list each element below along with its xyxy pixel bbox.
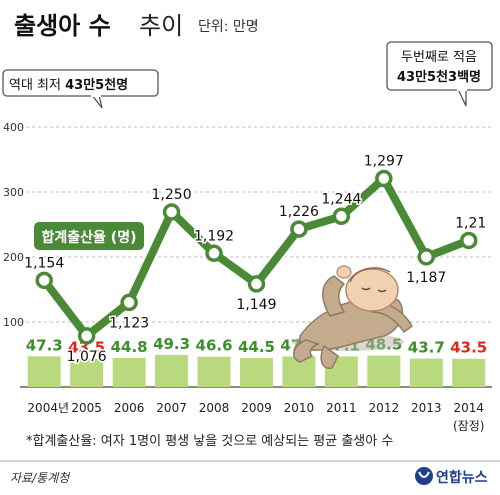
bar-value-label: 44.5: [238, 338, 275, 356]
bar-value-label: 43.5: [450, 339, 487, 357]
bar-value-label: 46.6: [196, 337, 233, 355]
line-value-label: 1,244: [321, 191, 361, 207]
line-points: [35, 169, 478, 345]
title-light: 추이: [139, 12, 183, 40]
x-tick-label: 2013: [411, 401, 442, 415]
baby-illustration: [292, 265, 413, 369]
line-labels: 1,154 1,076 1,123 1,250 1,192 1,149 1,2261,244…: [23, 152, 488, 366]
line-point: [162, 203, 181, 221]
line-value-label: 1,187: [406, 270, 446, 286]
callout-second-line1: 두번째로 적음: [401, 50, 477, 65]
bar-value-label: 43.5: [68, 339, 105, 357]
line-point: [332, 207, 351, 226]
y-tick-label: 300: [3, 186, 24, 199]
bar: [239, 358, 273, 387]
callout-second-lowest: 두번째로 적음 43만5천3백명: [386, 41, 493, 107]
y-tick-label: 100: [3, 316, 24, 329]
line-value-label: 1,297: [364, 154, 404, 170]
line-point: [375, 169, 393, 188]
bar-value-label: 49.3: [153, 335, 190, 353]
line-value-label: 1,226: [279, 204, 319, 220]
line-value-label: 1,154: [24, 255, 64, 271]
x-axis: 2004년 2005 2006 2007 2008 2009 2010 2011 2012 201…: [27, 401, 484, 433]
line-value-label: 1,192: [194, 228, 234, 244]
bar: [27, 356, 61, 387]
line-point: [417, 248, 436, 266]
footnote: *합계출산율: 여자 1명이 평생 낳을 것으로 예상되는 평균 출생아 수: [26, 434, 393, 449]
y-tick-label: 400: [3, 121, 24, 134]
line-value-label: 1,123: [109, 315, 149, 331]
line-value-label: 1,076: [67, 349, 107, 365]
line-point: [120, 293, 138, 312]
title-bold: 출생아 수: [14, 12, 111, 40]
x-tick-label: 2014: [453, 401, 484, 415]
line-point: [77, 327, 96, 345]
logo-text: 연합뉴스: [436, 469, 488, 486]
line-value-label: 1,21: [455, 215, 486, 231]
x-tick-label: 2009: [241, 401, 272, 415]
line-point: [35, 271, 53, 290]
bar-value-label: 44.8: [111, 338, 148, 356]
unit-label: 단위: 만명: [198, 19, 259, 35]
bar: [197, 356, 231, 387]
line-point: [247, 275, 266, 293]
bar: [367, 355, 401, 387]
line-label-box: [34, 222, 144, 250]
y-axis: 100 200 300 400: [3, 121, 24, 329]
line-point: [459, 231, 478, 250]
bar: [70, 358, 104, 387]
yonhap-logo: 연합뉴스: [415, 467, 488, 486]
x-tick-label: 2007: [156, 401, 187, 415]
x-tick-note: (잠정): [453, 419, 484, 433]
bar: [155, 354, 189, 387]
callout-lowest-text: 역대 최저 43만5천명: [9, 77, 128, 93]
source: 자료/통계청: [10, 471, 71, 485]
bar-value-label: 47.3: [26, 336, 63, 354]
x-tick-label: 2010: [284, 401, 315, 415]
bar: [409, 358, 443, 387]
line-point: [205, 244, 223, 263]
line-series-label: 합계출산율 (명): [42, 229, 137, 246]
y-tick-label: 200: [3, 251, 24, 264]
line-value-label: 1,149: [236, 297, 276, 313]
callout-second-line2: 43만5천3백명: [397, 69, 481, 85]
x-tick-label: 2012: [369, 401, 400, 415]
x-tick-label: 2005: [71, 401, 102, 415]
bar: [452, 358, 486, 387]
callout-lowest: 역대 최저 43만5천명: [2, 69, 159, 109]
x-tick-label: 2004년: [27, 401, 69, 415]
line-point: [290, 220, 308, 238]
x-tick-label: 2008: [199, 401, 230, 415]
bar-value-label: 43.7: [408, 339, 445, 357]
bar: [112, 357, 146, 387]
x-tick-label: 2006: [114, 401, 145, 415]
line-value-label: 1,250: [152, 187, 192, 203]
x-tick-label: 2011: [326, 401, 357, 415]
